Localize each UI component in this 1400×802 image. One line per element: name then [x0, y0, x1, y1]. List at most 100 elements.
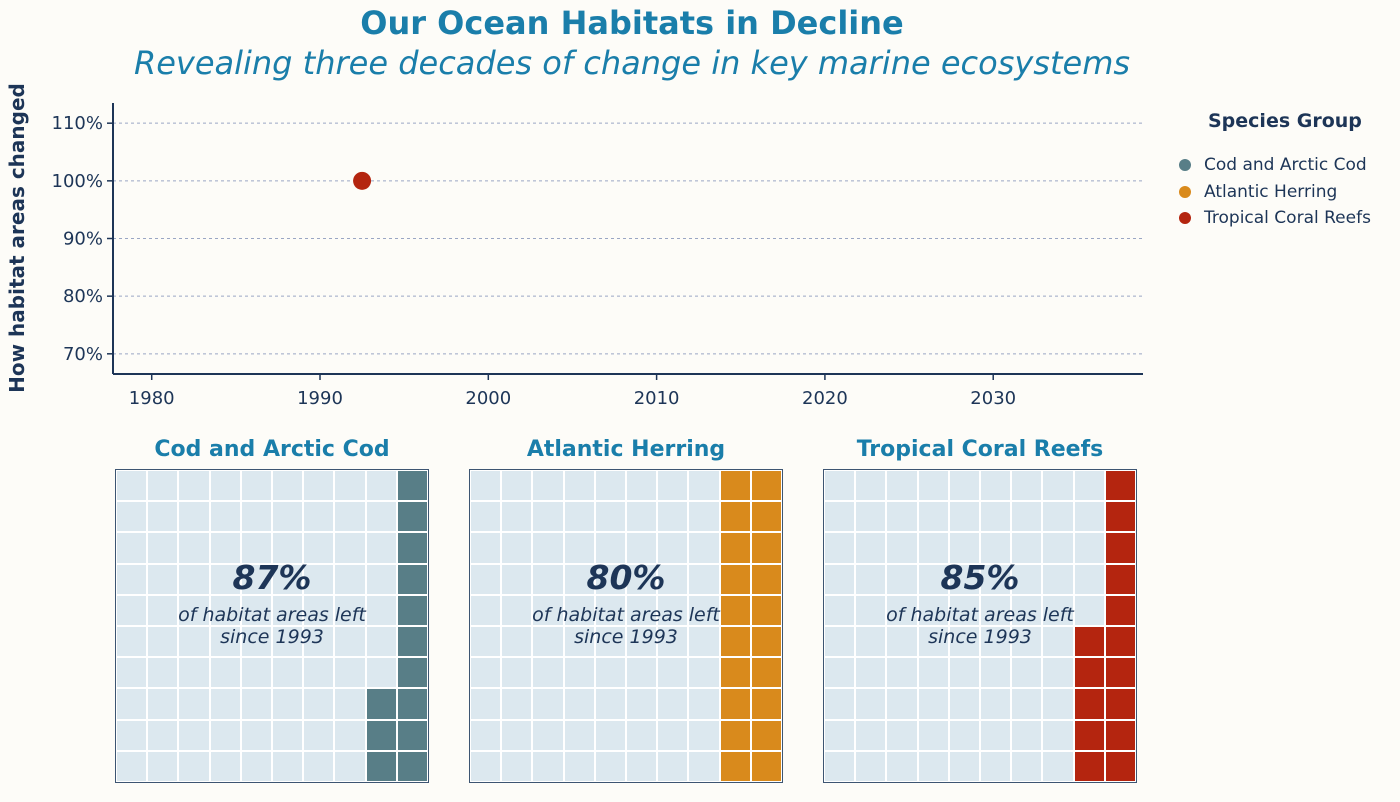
waffle-cell-empty	[116, 719, 148, 751]
waffle-cell-empty	[240, 750, 272, 782]
waffle-cell-empty	[240, 563, 272, 595]
waffle-cell-empty	[1042, 657, 1074, 689]
waffle-cell-empty	[657, 688, 689, 720]
waffle-cell-empty	[532, 688, 564, 720]
legend-label-herring: Atlantic Herring	[1204, 181, 1338, 202]
legend-item-cod[interactable]: Cod and Arctic Cod	[1176, 152, 1371, 179]
waffle-cell-empty	[147, 470, 179, 502]
waffle-cell-empty	[532, 594, 564, 626]
waffle-cell-filled	[396, 470, 428, 502]
waffle-cell-empty	[532, 750, 564, 782]
waffle-cell-filled	[396, 594, 428, 626]
waffle-cell-filled	[750, 563, 782, 595]
waffle-title-coral: Tropical Coral Reefs	[856, 437, 1104, 462]
waffle-cell-empty	[209, 719, 241, 751]
waffle-cell-empty	[563, 657, 595, 689]
waffle-cell-empty	[948, 470, 980, 502]
waffle-cell-empty	[1042, 501, 1074, 533]
y-tick-label: 80%	[63, 286, 103, 307]
waffle-cell-empty	[532, 626, 564, 658]
waffle-cell-empty	[334, 657, 366, 689]
waffle-cell-empty	[501, 750, 533, 782]
waffle-cell-filled	[365, 688, 397, 720]
waffle-cell-empty	[470, 470, 502, 502]
waffle-cell-empty	[365, 532, 397, 564]
legend-title: Species Group	[1208, 110, 1362, 132]
waffle-cell-empty	[116, 688, 148, 720]
waffle-cell-empty	[917, 688, 949, 720]
waffle-cell-empty	[1011, 563, 1043, 595]
y-tick-label: 100%	[52, 171, 103, 192]
waffle-cell-empty	[563, 719, 595, 751]
waffle-cell-empty	[594, 563, 626, 595]
waffle-cell-empty	[240, 501, 272, 533]
waffle-cell-empty	[240, 626, 272, 658]
waffle-cell-empty	[1042, 470, 1074, 502]
waffle-cell-empty	[209, 594, 241, 626]
waffle-cell-empty	[980, 750, 1012, 782]
waffle-cell-empty	[594, 594, 626, 626]
waffle-cell-empty	[470, 657, 502, 689]
waffle-cell-empty	[209, 626, 241, 658]
waffle-cell-empty	[626, 594, 658, 626]
waffle-cell-filled	[396, 750, 428, 782]
waffle-cell-empty	[178, 532, 210, 564]
data-point	[353, 171, 372, 190]
waffle-cell-empty	[470, 532, 502, 564]
waffle-cell-empty	[116, 750, 148, 782]
waffle-cell-empty	[594, 470, 626, 502]
waffle-cell-empty	[1011, 688, 1043, 720]
waffle-cell-empty	[824, 750, 856, 782]
waffle-cell-empty	[178, 657, 210, 689]
waffle-cell-empty	[1042, 719, 1074, 751]
waffle-cell-empty	[303, 594, 335, 626]
waffle-cell-empty	[532, 719, 564, 751]
legend-item-herring[interactable]: Atlantic Herring	[1176, 179, 1371, 206]
waffle-cell-empty	[272, 470, 304, 502]
waffle-cell-empty	[532, 657, 564, 689]
waffle-cell-filled	[719, 657, 751, 689]
waffle-panel-coral: Tropical Coral Reefs 85% of habitat area…	[823, 437, 1137, 783]
waffle-cell-empty	[824, 657, 856, 689]
waffle-title-cod: Cod and Arctic Cod	[154, 437, 390, 462]
waffle-cell-empty	[272, 563, 304, 595]
waffle-cell-filled	[719, 501, 751, 533]
y-tick-label: 90%	[63, 229, 103, 250]
waffle-cell-empty	[1011, 750, 1043, 782]
waffle-cell-empty	[147, 750, 179, 782]
waffle-cell-empty	[470, 750, 502, 782]
waffle-cell-empty	[594, 750, 626, 782]
waffle-cell-empty	[563, 626, 595, 658]
waffle-cell-empty	[178, 563, 210, 595]
waffle-cell-filled	[1104, 719, 1136, 751]
waffle-cell-empty	[240, 594, 272, 626]
waffle-cell-empty	[948, 719, 980, 751]
waffle-cell-empty	[116, 563, 148, 595]
waffle-cell-empty	[657, 501, 689, 533]
legend-item-coral[interactable]: Tropical Coral Reefs	[1176, 205, 1371, 232]
waffle-cell-filled	[750, 719, 782, 751]
waffle-cell-empty	[594, 657, 626, 689]
waffle-cell-empty	[917, 470, 949, 502]
waffle-cell-empty	[116, 626, 148, 658]
waffle-cell-empty	[886, 501, 918, 533]
waffle-cell-empty	[240, 532, 272, 564]
waffle-cell-empty	[334, 719, 366, 751]
waffle-cell-empty	[147, 532, 179, 564]
waffle-cell-empty	[855, 532, 887, 564]
waffle-cell-empty	[240, 657, 272, 689]
waffle-cell-empty	[855, 470, 887, 502]
waffle-cell-empty	[470, 594, 502, 626]
waffle-cell-filled	[396, 532, 428, 564]
waffle-cell-empty	[657, 626, 689, 658]
waffle-cell-empty	[688, 594, 720, 626]
waffle-grid-herring: 80% of habitat areas left since 1993	[469, 469, 783, 783]
waffle-cell-empty	[209, 501, 241, 533]
waffle-cell-empty	[470, 563, 502, 595]
chart-subtitle: Revealing three decades of change in key…	[133, 44, 1131, 82]
line-chart: 70% 80% 90% 100% 110% 1980 1990 2000 2010 2020 203…	[52, 103, 1143, 409]
waffle-cell-empty	[917, 563, 949, 595]
waffle-cell-empty	[178, 719, 210, 751]
waffle-cell-empty	[980, 626, 1012, 658]
legend-marker-coral	[1179, 212, 1191, 225]
